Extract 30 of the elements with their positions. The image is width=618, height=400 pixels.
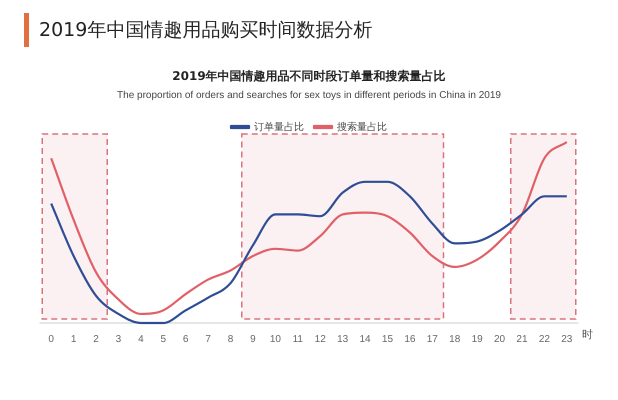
x-tick-label: 19 [472, 334, 484, 345]
x-tick-label: 3 [116, 334, 122, 345]
x-tick-label: 16 [404, 334, 416, 345]
x-tick-label: 15 [382, 334, 394, 345]
x-tick-label: 13 [337, 334, 349, 345]
x-tick-label: 20 [494, 334, 506, 345]
x-tick-label: 4 [138, 334, 144, 345]
chart-subtitle: 2019年中国情趣用品不同时段订单量和搜索量占比 [171, 68, 447, 85]
x-tick-label: 7 [205, 334, 212, 345]
x-tick-label: 17 [426, 334, 438, 345]
x-axis-title: 时 [582, 328, 593, 341]
x-tick-label: 6 [182, 334, 189, 345]
x-tick-label: 22 [538, 334, 550, 345]
x-tick-label: 5 [160, 334, 167, 345]
x-tick-label: 8 [228, 334, 234, 345]
x-tick-label: 18 [449, 334, 461, 345]
chart-title: 2019年中国情趣用品购买时间数据分析 [39, 18, 372, 43]
x-tick-label: 10 [270, 334, 282, 345]
x-tick-label: 9 [250, 334, 256, 345]
text: The proportion of orders and searches for sex toys in different periods in China in 2019 [116, 90, 502, 101]
x-tick-label: 23 [561, 334, 573, 345]
x-tick-label: 11 [292, 334, 304, 345]
x-tick-label: 21 [516, 334, 528, 345]
x-tick-label: 12 [314, 334, 326, 345]
x-tick-label: 1 [70, 334, 77, 345]
x-tick-label: 0 [48, 334, 54, 345]
x-tick-label: 14 [359, 334, 372, 345]
x-tick-label: 2 [93, 334, 100, 345]
legend-label: 搜索量占比 [337, 120, 387, 133]
legend-label: 订单量占比 [254, 120, 304, 133]
